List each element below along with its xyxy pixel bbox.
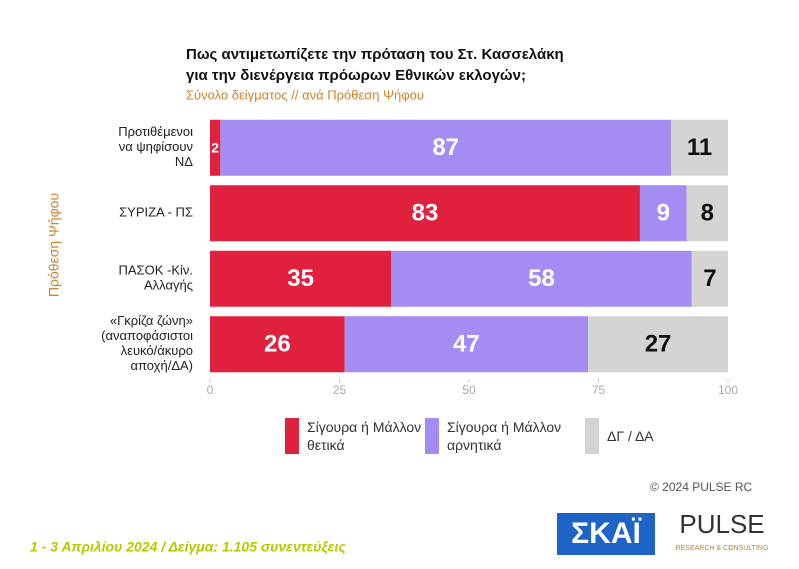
bar-segment: [220, 119, 672, 176]
value-label: 2: [211, 139, 219, 155]
bar-segment: [671, 119, 728, 176]
y-tick-label: ΣΥΡΙΖΑ - ΠΣ: [119, 205, 193, 220]
bar-segment: [210, 250, 392, 307]
footer-note: 1 - 3 Απριλίου 2024 / Δείγμα: 1.105 συνε…: [30, 539, 346, 555]
logo-box: [557, 513, 655, 555]
value-label: 8: [701, 200, 714, 227]
subtitle: Σύνολο δείγματος // ανά Πρόθεση Ψήφου: [186, 87, 424, 102]
value-label: 83: [412, 200, 439, 227]
bar-segment: [686, 185, 728, 242]
value-label: 7: [703, 265, 716, 292]
y-tick-label: «Γκρίζα ζώνη»: [110, 313, 193, 328]
x-tick-label: 0: [207, 383, 214, 397]
bar-segment: [639, 185, 687, 242]
value-label: 9: [657, 200, 670, 227]
y-tick-label: ΝΔ: [175, 154, 193, 169]
copyright: © 2024 PULSE RC: [650, 480, 753, 494]
value-label: 35: [287, 265, 314, 292]
bar-segment: [691, 250, 728, 307]
y-axis-title: Πρόθεση Ψήφου: [46, 193, 62, 297]
legend-swatch: [425, 418, 439, 454]
value-label: 27: [645, 331, 672, 358]
bar-segment: [391, 250, 692, 307]
legend-item: Σίγουρα ή Μάλλον θετικά: [285, 418, 427, 454]
bar-segment: [344, 316, 589, 373]
legend-item: ΔΓ / ΔΑ: [585, 418, 727, 454]
legend-label: ΔΓ / ΔΑ: [607, 428, 654, 444]
bar-segment: [588, 316, 728, 373]
legend-label: Σίγουρα ή Μάλλον θετικά: [307, 419, 422, 453]
y-tick-label: ΠΑΣΟΚ -Κίν.: [119, 263, 194, 278]
logo: PULSE: [679, 509, 764, 539]
bar-segment: [210, 185, 640, 242]
value-label: 26: [264, 331, 291, 358]
value-label: 11: [687, 134, 712, 161]
title: για την διενέργεια πρόωρων Εθνικών εκλογ…: [186, 67, 526, 84]
y-tick-label: να ψηφίσουν: [119, 139, 193, 154]
legend-label: Σίγουρα ή Μάλλον αρνητικά: [447, 419, 562, 453]
y-tick-label: Προτιθέμενοι: [118, 124, 193, 139]
title: Πως αντιμετωπίζετε την πρόταση του Στ. Κ…: [186, 46, 564, 63]
bar-segment: [210, 316, 345, 373]
x-tick-label: 75: [592, 383, 606, 397]
y-tick-label: αποχή/ΔΑ): [130, 358, 193, 373]
bar-segment: [210, 119, 221, 176]
logo: ΣΚΑΪ: [571, 517, 641, 550]
value-label: 87: [432, 134, 459, 161]
x-tick-label: 50: [462, 383, 476, 397]
value-label: 47: [453, 331, 480, 358]
y-tick-label: (αναποφάσιστοι: [101, 328, 193, 343]
value-label: 58: [528, 265, 555, 292]
legend-swatch: [285, 418, 299, 454]
legend-swatch: [585, 418, 599, 454]
x-tick-label: 25: [333, 383, 347, 397]
y-tick-label: λευκό/άκυρο: [121, 343, 193, 358]
x-tick-label: 100: [718, 383, 738, 397]
y-tick-label: Αλλαγής: [144, 278, 193, 293]
legend-item: Σίγουρα ή Μάλλον αρνητικά: [425, 418, 567, 454]
logo-sub: RESEARCH & CONSULTING: [676, 545, 769, 552]
